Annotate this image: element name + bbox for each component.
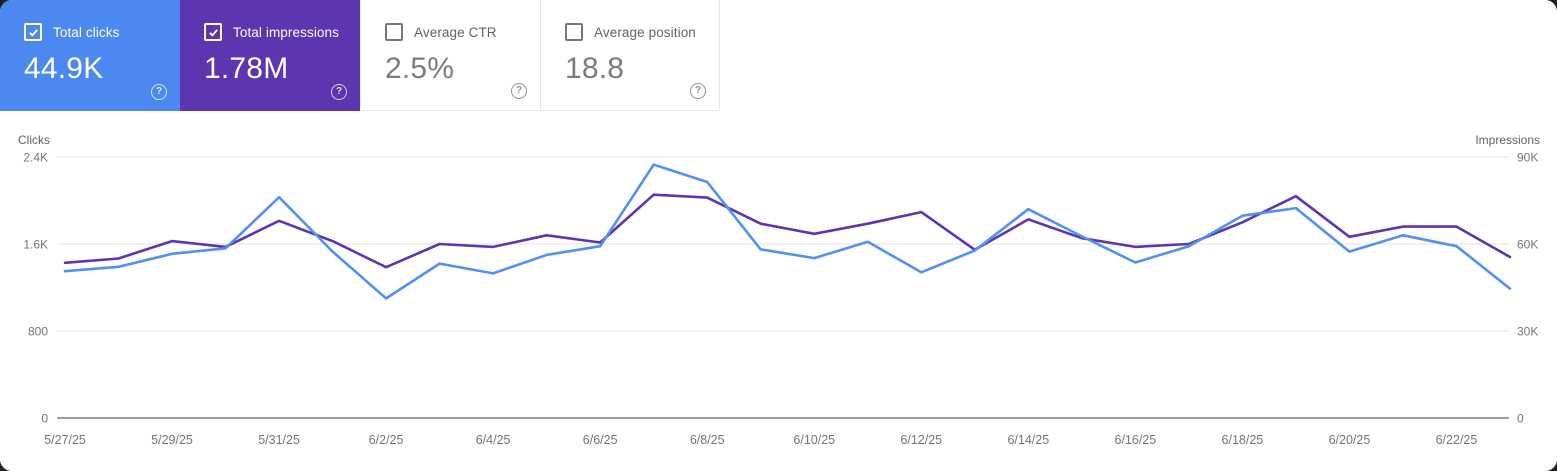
cards-row-spacer: [720, 0, 1557, 111]
card-header: Total impressions: [204, 23, 360, 41]
metric-cards-row: Total clicks 44.9K ? Total impressions 1…: [0, 0, 1557, 111]
metric-label: Average CTR: [414, 24, 497, 40]
help-icon[interactable]: ?: [331, 84, 347, 100]
help-icon[interactable]: ?: [151, 84, 167, 100]
checkbox-checked-icon[interactable]: [24, 23, 42, 41]
impressions-line: [63, 193, 1512, 269]
metric-label: Average position: [594, 24, 696, 40]
x-tick-label: 6/18/25: [1222, 433, 1264, 447]
right-axis-title: Impressions: [1475, 133, 1540, 147]
help-icon[interactable]: ?: [690, 83, 706, 99]
card-header: Average CTR: [385, 23, 540, 41]
x-tick-label: 6/22/25: [1436, 433, 1478, 447]
metric-value: 1.78M: [204, 52, 289, 85]
metric-card-total-clicks[interactable]: Total clicks 44.9K ?: [0, 0, 180, 111]
x-tick-label: 6/2/25: [369, 433, 404, 447]
y-tick-label-right: 0: [1517, 412, 1524, 426]
metric-card-average-ctr[interactable]: Average CTR 2.5% ?: [360, 0, 540, 111]
performance-chart: Clicks Impressions 2.4K 1.6K 800 0 90K 60K 30K 0 5…: [18, 133, 1540, 447]
y-tick-label-left: 1.6K: [23, 238, 48, 252]
metric-label: Total impressions: [233, 24, 339, 40]
card-header: Average position: [565, 23, 719, 41]
left-axis-title: Clicks: [18, 133, 50, 147]
metric-value: 18.8: [565, 52, 625, 85]
x-tick-label: 6/4/25: [476, 433, 511, 447]
x-tick-label: 6/20/25: [1329, 433, 1371, 447]
y-tick-label-right: 30K: [1517, 325, 1538, 339]
y-tick-label-left: 800: [28, 325, 48, 339]
x-tick-label: 5/31/25: [258, 433, 300, 447]
y-tick-label-right: 60K: [1517, 238, 1538, 252]
checkbox-checked-icon[interactable]: [204, 23, 222, 41]
metric-value: 44.9K: [24, 52, 104, 85]
help-icon[interactable]: ?: [511, 83, 527, 99]
checkbox-unchecked-icon[interactable]: [385, 23, 403, 41]
x-tick-label: 6/14/25: [1007, 433, 1049, 447]
chart-area: Clicks Impressions 2.4K 1.6K 800 0 90K 60K 30K 0 5…: [0, 111, 1557, 471]
metric-value: 2.5%: [385, 52, 455, 85]
x-tick-label: 6/8/25: [690, 433, 725, 447]
x-tick-label: 5/29/25: [151, 433, 193, 447]
metric-card-average-position[interactable]: Average position 18.8 ?: [540, 0, 720, 111]
checkbox-unchecked-icon[interactable]: [565, 23, 583, 41]
x-tick-label: 6/6/25: [583, 433, 618, 447]
y-tick-label-left: 0: [41, 412, 48, 426]
checkmark-icon: [28, 28, 38, 37]
y-tick-label-right: 90K: [1517, 151, 1538, 165]
x-tick-label: 6/10/25: [793, 433, 835, 447]
metric-card-total-impressions[interactable]: Total impressions 1.78M ?: [180, 0, 360, 111]
card-header: Total clicks: [24, 23, 180, 41]
x-tick-label: 5/27/25: [44, 433, 86, 447]
y-tick-label-left: 2.4K: [23, 151, 48, 165]
metric-label: Total clicks: [53, 24, 120, 40]
clicks-line: [63, 163, 1512, 300]
x-tick-label: 6/12/25: [900, 433, 942, 447]
checkmark-icon: [208, 28, 218, 37]
x-tick-label: 6/16/25: [1115, 433, 1157, 447]
